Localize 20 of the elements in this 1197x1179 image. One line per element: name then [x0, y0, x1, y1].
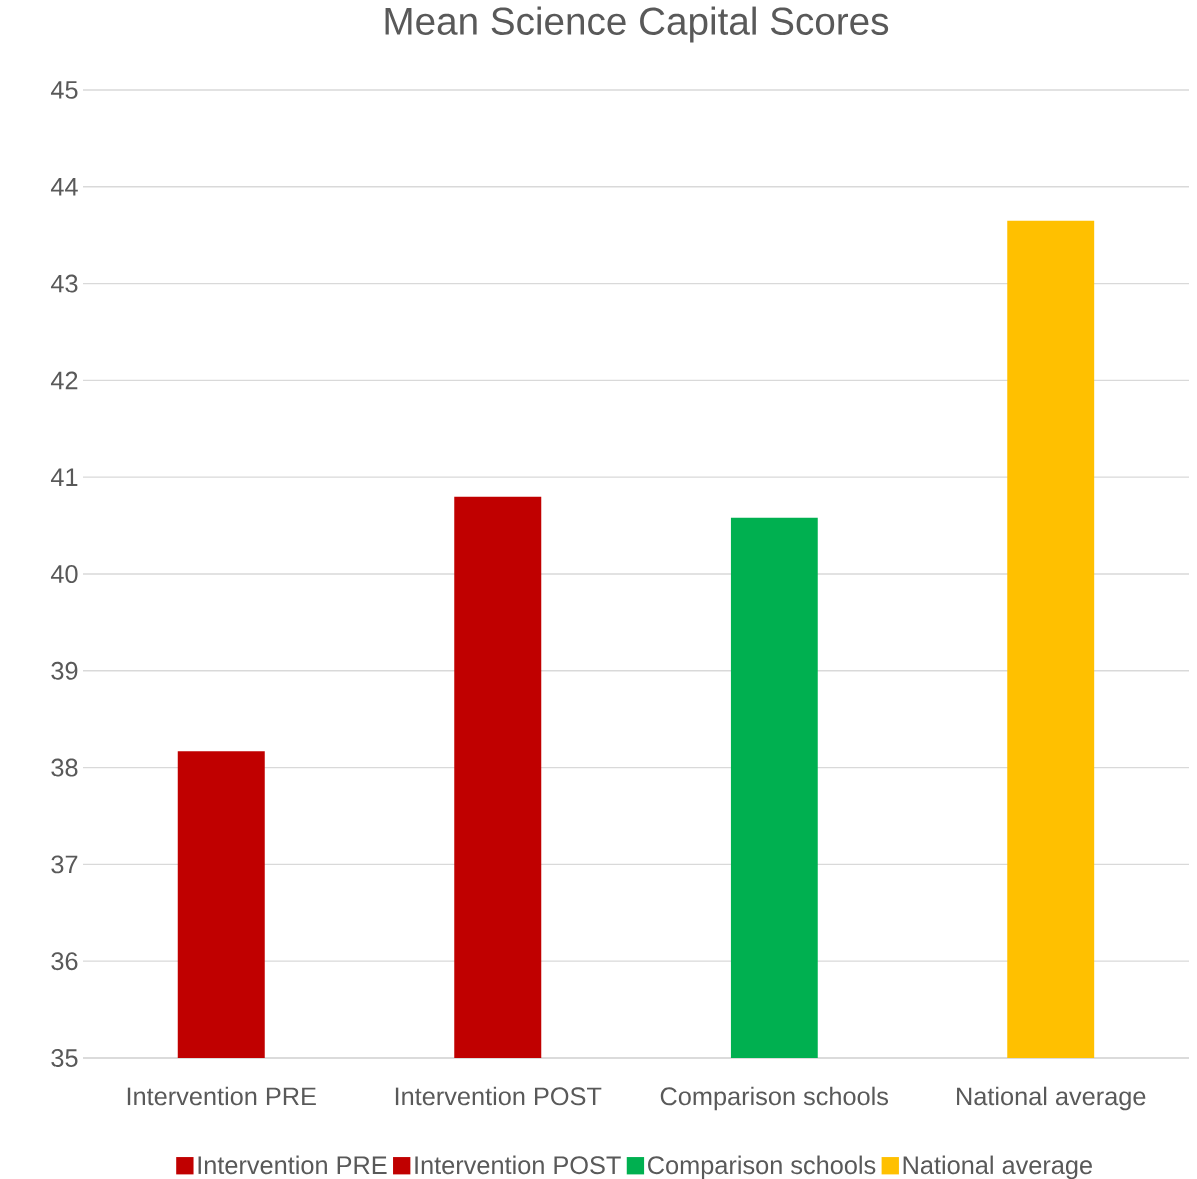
y-tick-label: 45	[50, 81, 78, 99]
y-tick-label: 44	[50, 178, 78, 196]
y-tick-label: 35	[51, 1049, 78, 1067]
y-tick-label: 43	[50, 274, 78, 293]
x-tick-label: Comparison schools	[660, 1086, 889, 1111]
legend-label: National average	[903, 1155, 1092, 1179]
y-tick-label: 37	[51, 855, 78, 874]
y-tick-label: 40	[50, 565, 78, 583]
chart-title: Mean Science Capital Scores	[385, 6, 889, 43]
y-tick-label: 38	[51, 758, 78, 777]
y-tick-label: 39	[51, 661, 78, 680]
y-tick-label: 36	[51, 952, 78, 971]
legend-label: Intervention PRE	[198, 1155, 387, 1175]
legend-label: Comparison schools	[648, 1155, 876, 1179]
legend-label: Intervention POST	[415, 1155, 621, 1175]
x-tick-label: National average	[957, 1086, 1146, 1111]
x-tick-label: Intervention PRE	[127, 1086, 316, 1106]
y-tick-label: 41	[50, 468, 78, 486]
y-tick-label: 42	[50, 371, 78, 390]
x-tick-label: Intervention POST	[395, 1086, 602, 1106]
